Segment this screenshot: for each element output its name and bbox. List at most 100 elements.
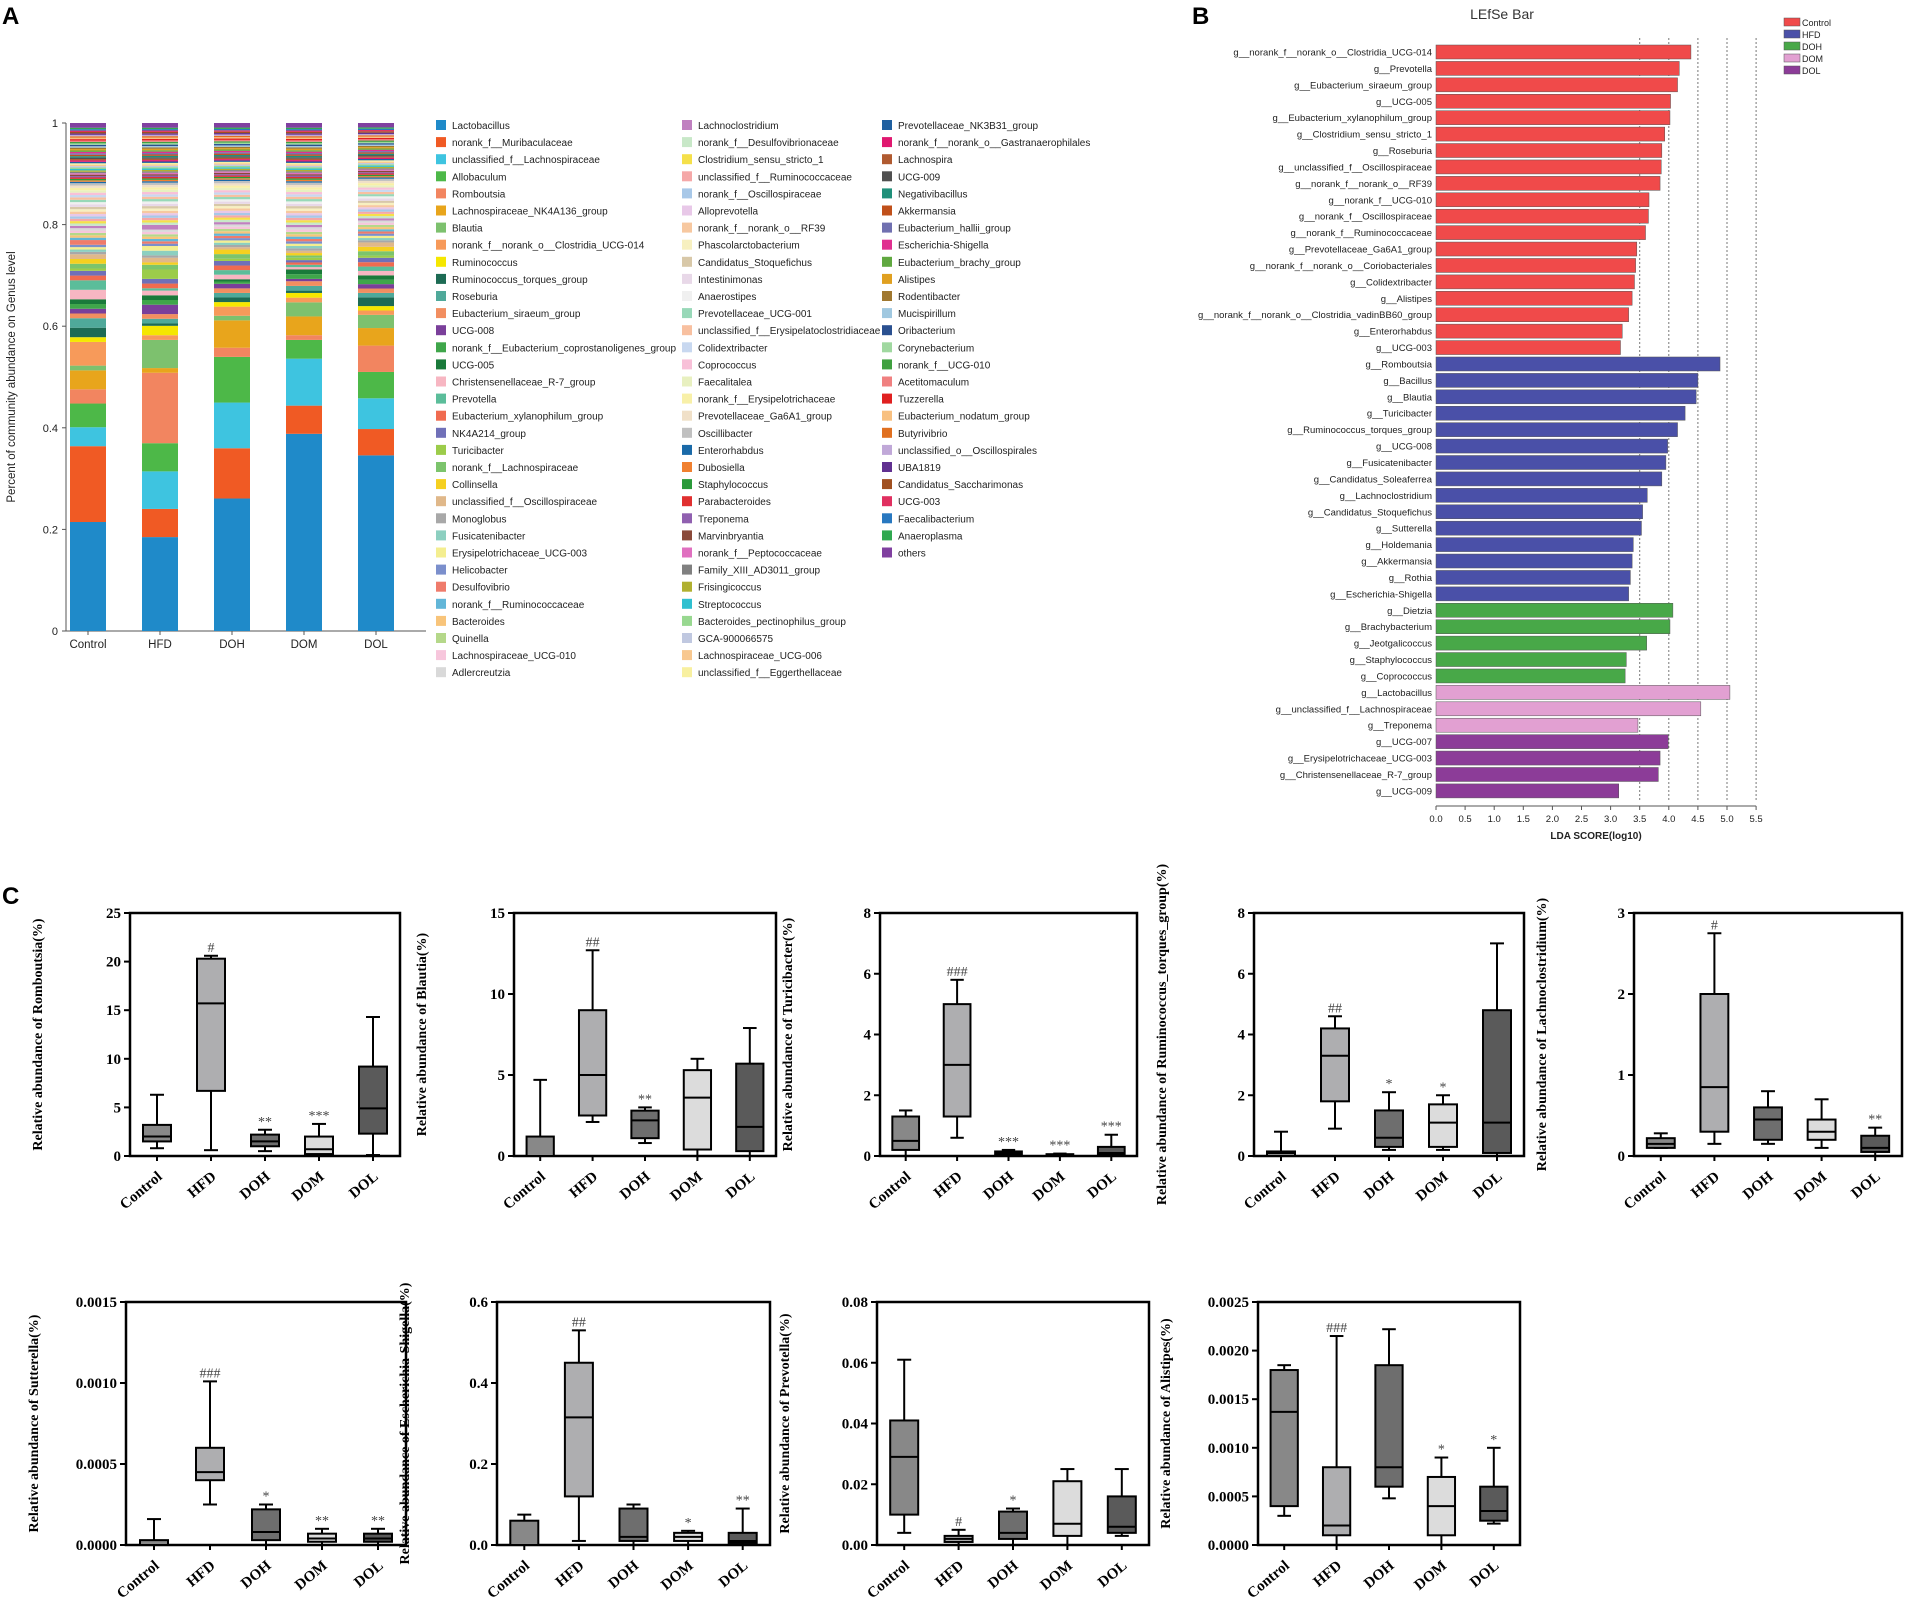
stack-segment	[142, 339, 178, 369]
stack-segment	[142, 262, 178, 265]
y-tick-label: 0.2	[43, 524, 58, 536]
legend-label: Phascolarctobacterium	[698, 241, 800, 252]
legend-swatch	[682, 564, 692, 575]
stack-segment	[214, 130, 250, 132]
y-tick-label: 4	[1238, 1028, 1246, 1044]
significance-mark: ###	[200, 1366, 221, 1381]
legend-swatch	[436, 376, 446, 387]
legend-swatch	[436, 598, 446, 609]
lda-bar	[1435, 438, 1668, 454]
stack-segment	[214, 274, 250, 280]
stack-segment	[214, 164, 250, 166]
x-tick-label: HFD	[1311, 1558, 1346, 1591]
legend-swatch	[436, 615, 446, 626]
legend-swatch	[882, 120, 892, 130]
stack-segment	[142, 243, 178, 247]
stack-segment	[142, 199, 178, 202]
stack-segment	[70, 147, 106, 150]
y-tick-label: 0.0005	[76, 1457, 117, 1473]
y-tick-label: 1	[52, 118, 58, 130]
lda-bar-label: g__Prevotellaceae_Ga6A1_group	[1289, 245, 1432, 256]
stack-segment	[70, 167, 106, 169]
lda-bar	[1435, 274, 1635, 290]
legend-swatch	[882, 444, 892, 455]
stack-segment	[214, 167, 250, 169]
stack-segment	[142, 175, 178, 177]
stack-segment	[358, 220, 394, 223]
x-tick-label: DOL	[1467, 1558, 1502, 1591]
stack-segment	[70, 192, 106, 196]
stack-segment	[214, 160, 250, 162]
legend-swatch	[436, 513, 446, 524]
legend-label: Control	[1802, 18, 1831, 28]
x-tick-label: DOL	[364, 639, 388, 651]
stack-segment	[70, 446, 106, 523]
stack-segment	[286, 433, 322, 631]
legend-swatch	[882, 530, 892, 541]
lda-bar	[1435, 652, 1627, 667]
stack-segment	[214, 206, 250, 209]
stack-segment	[142, 300, 178, 305]
legend-label: Anaerostipes	[698, 292, 756, 303]
stack-segment	[358, 147, 394, 149]
stack-segment	[70, 313, 106, 319]
legend-label: Treponema	[698, 514, 749, 525]
legend-swatch	[682, 513, 692, 524]
x-tick-label: 3.5	[1633, 814, 1646, 825]
stack-segment	[286, 144, 322, 147]
stack-segment	[70, 280, 106, 290]
legend-label: unclassified_f__Eggerthellaceae	[698, 668, 842, 679]
stack-segment	[358, 173, 394, 175]
y-tick-label: 0.6	[469, 1295, 488, 1311]
stack-segment	[358, 169, 394, 171]
legend-label: Escherichia-Shigella	[898, 241, 989, 252]
lda-bar	[1435, 159, 1662, 175]
box	[304, 1135, 334, 1156]
legend-swatch	[882, 427, 892, 438]
stack-segment	[70, 130, 106, 133]
stack-segment	[70, 164, 106, 167]
legend-label: Eubacterium_brachy_group	[898, 258, 1021, 269]
stack-segment	[214, 131, 250, 134]
legend-swatch	[882, 171, 892, 182]
x-tick-label: DOH	[237, 1169, 274, 1203]
legend-label: Negativibacillus	[898, 189, 967, 200]
stack-segment	[70, 237, 106, 241]
lda-bar	[1435, 323, 1623, 339]
stack-segment	[142, 178, 178, 180]
stack-segment	[358, 127, 394, 129]
stack-segment	[70, 230, 106, 233]
stack-segment	[286, 160, 322, 162]
stack-segment	[214, 141, 250, 143]
stack-segment	[214, 402, 250, 449]
stack-segment	[214, 152, 250, 154]
legend-swatch	[682, 325, 692, 336]
lda-bar-label: g__Romboutsia	[1365, 359, 1432, 370]
box	[889, 1419, 920, 1516]
stack-segment	[286, 194, 322, 197]
legend-swatch	[682, 205, 692, 216]
stack-segment	[214, 283, 250, 289]
lda-bar-label: g__UCG-007	[1376, 737, 1432, 748]
stack-segment	[358, 255, 394, 258]
stack-segment	[70, 308, 106, 314]
stack-segment	[142, 224, 178, 230]
stack-segment	[70, 263, 106, 269]
lda-bar-label: g__Enterorhabdus	[1354, 327, 1432, 338]
legend-label: HFD	[1802, 30, 1821, 40]
stack-segment	[142, 164, 178, 166]
stack-segment	[286, 179, 322, 182]
stack-segment	[358, 178, 394, 181]
legend-label: Dubosiella	[698, 463, 745, 474]
legend-swatch	[882, 359, 892, 370]
stack-segment	[286, 184, 322, 188]
stack-segment	[286, 278, 322, 282]
legend-swatch	[436, 273, 446, 284]
legend-label: Eubacterium_nodatum_group	[898, 412, 1030, 423]
legend-swatch	[882, 239, 892, 250]
stack-segment	[70, 143, 106, 145]
stack-segment	[214, 265, 250, 271]
legend-label: NK4A214_group	[452, 429, 526, 440]
